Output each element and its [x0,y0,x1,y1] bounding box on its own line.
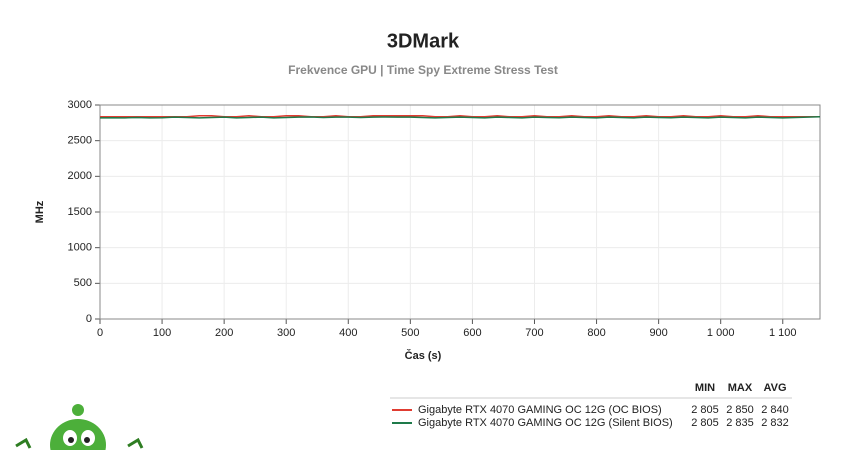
y-tick-label: 500 [74,277,92,289]
legend-stat: 2 805 [691,417,719,429]
x-tick-label: 100 [153,327,171,339]
chart-subtitle: Frekvence GPU | Time Spy Extreme Stress … [288,63,558,77]
y-tick-label: 0 [86,313,92,325]
series-line [100,114,820,118]
x-tick-label: 1 000 [707,327,735,339]
x-tick-label: 400 [339,327,357,339]
mascot [15,404,144,450]
legend-label: Gigabyte RTX 4070 GAMING OC 12G (Silent … [418,417,673,429]
plot-frame [99,104,821,320]
x-tick-label: 300 [277,327,295,339]
legend-stat: 2 840 [761,404,789,416]
x-tick-label: 200 [215,327,233,339]
x-tick-label: 500 [401,327,419,339]
legend-header: AVG [763,382,786,394]
series-line [99,116,821,119]
x-tick-label: 900 [649,327,667,339]
y-tick-label: 2000 [68,170,92,182]
legend-header: MAX [728,382,753,394]
y-tick-label: 1000 [68,242,92,254]
legend-stat: 2 805 [691,404,719,416]
x-tick-label: 1 100 [769,327,797,339]
legend-stat: 2 832 [761,417,789,429]
y-tick-label: 2500 [68,135,92,147]
legend-label: Gigabyte RTX 4070 GAMING OC 12G (OC BIOS… [418,404,662,416]
y-tick-label: 3000 [68,99,92,111]
x-tick-label: 800 [587,327,605,339]
legend-stat: 2 835 [726,417,754,429]
legend-header: MIN [695,382,715,394]
x-tick-label: 700 [525,327,543,339]
x-axis-title: Čas (s) [405,349,442,362]
x-tick-label: 600 [463,327,481,339]
y-tick-label: 1500 [68,206,92,218]
legend-stat: 2 850 [726,404,754,416]
x-tick-label: 0 [97,327,103,339]
chart-title: 3DMark [387,30,460,52]
y-axis-title: MHz [34,200,46,223]
